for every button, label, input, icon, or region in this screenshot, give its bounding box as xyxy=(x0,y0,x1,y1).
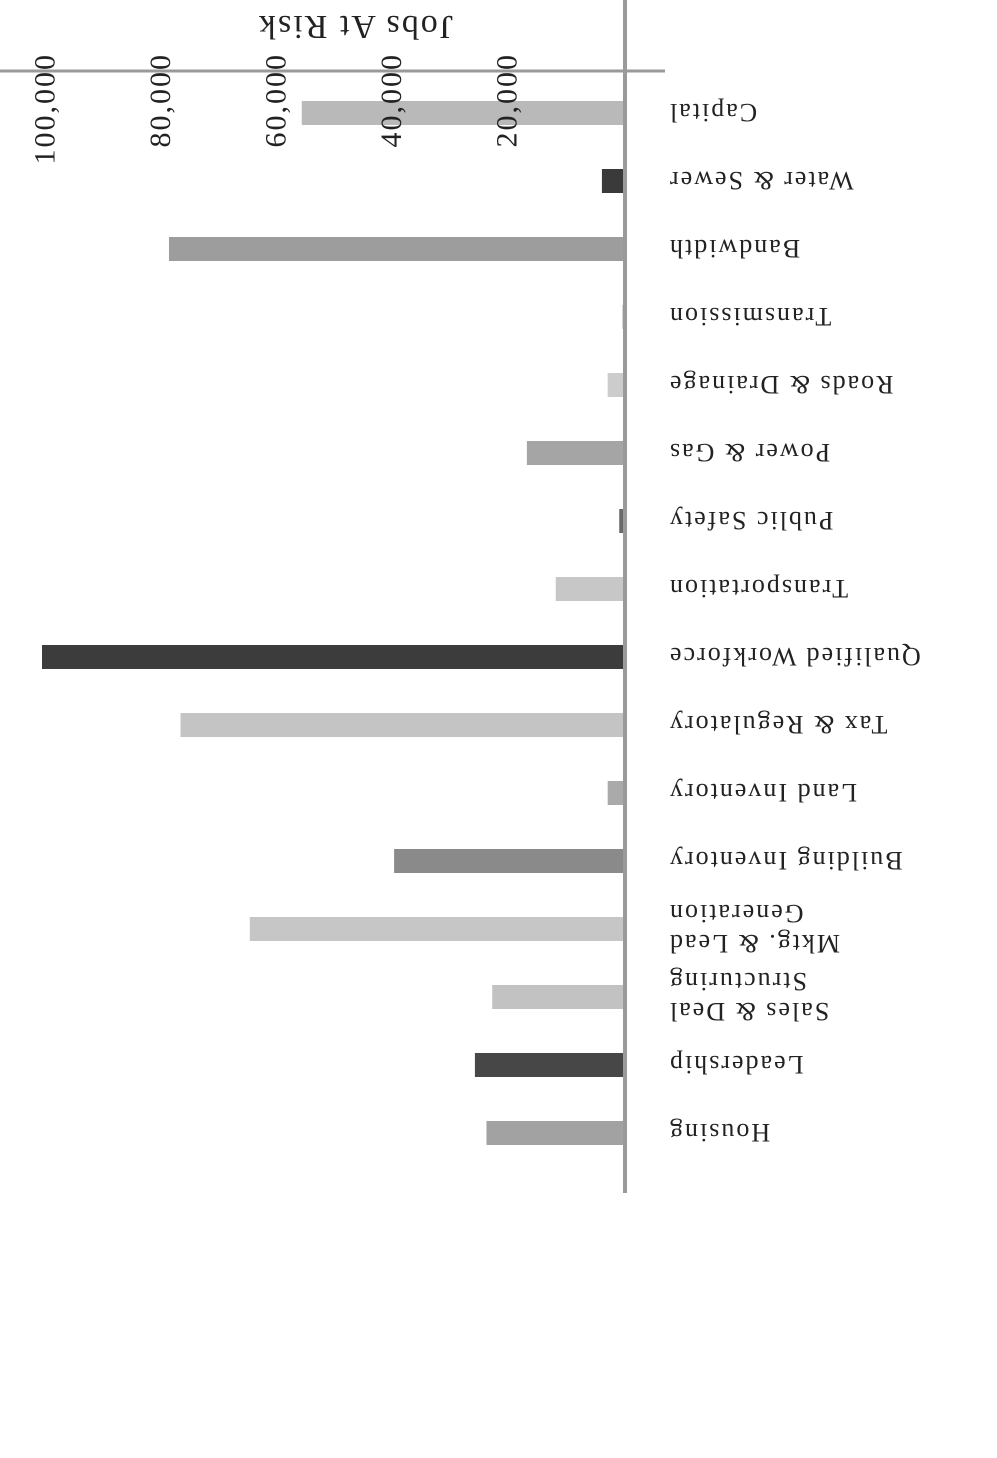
bar-building-inventory xyxy=(394,849,625,873)
category-label: Water & Sewer xyxy=(668,166,854,195)
y-axis-title: Jobs At Risk xyxy=(257,8,453,45)
bar-bandwidth xyxy=(168,237,625,261)
bar-capital xyxy=(301,101,625,125)
bars-group xyxy=(42,101,625,1145)
category-label: Roads & Drainage xyxy=(668,370,894,399)
category-label: Power & Gas xyxy=(668,438,830,467)
category-label: Housing xyxy=(668,1118,770,1147)
bar-mktg-lead-generation xyxy=(249,917,625,941)
category-label: Public Safety xyxy=(668,506,833,535)
tick-label: 40,000 xyxy=(375,53,408,148)
bar-power-gas xyxy=(526,441,625,465)
category-label: Generation xyxy=(668,899,804,928)
category-label: Tax & Regulatory xyxy=(668,710,887,739)
category-label: Transportation xyxy=(668,574,848,603)
category-labels: Capital Water & Sewer Bandwidth Transmissio… xyxy=(668,98,921,1147)
bar-tax-regulatory xyxy=(180,713,625,737)
category-label: Bandwidth xyxy=(668,234,800,263)
bar-land-inventory xyxy=(607,781,625,805)
tick-label: 80,000 xyxy=(144,53,177,148)
category-label: Mktg. & Lead xyxy=(668,929,840,958)
bar-transportation xyxy=(555,577,625,601)
tick-label: 20,000 xyxy=(490,53,523,148)
bar-roads-drainage xyxy=(607,373,625,397)
tick-labels: 20,000 40,000 60,000 80,000 100,000 xyxy=(29,53,524,165)
bar-water-sewer xyxy=(601,169,625,193)
tick-label: 100,000 xyxy=(29,53,62,165)
category-label: Building Inventory xyxy=(668,846,903,875)
bar-qualified-workforce xyxy=(42,645,625,669)
category-label: Sales & Deal xyxy=(668,997,829,1026)
category-label: Qualified Workforce xyxy=(668,642,921,671)
bar-public-safety xyxy=(619,509,625,533)
tick-label: 60,000 xyxy=(260,53,293,148)
category-label: Leadership xyxy=(668,1050,804,1079)
category-label: Transmission xyxy=(668,302,831,331)
category-label: Land Inventory xyxy=(668,778,857,807)
category-label: Structuring xyxy=(668,967,807,996)
bar-housing xyxy=(486,1121,625,1145)
bar-sales-deal-structuring xyxy=(492,985,625,1009)
category-label: Capital xyxy=(668,98,757,127)
bar-leadership xyxy=(474,1053,625,1077)
